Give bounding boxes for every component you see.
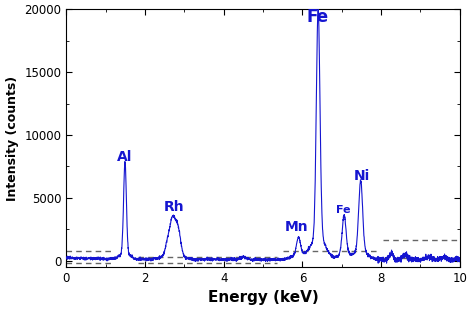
Text: Fe: Fe (306, 8, 328, 26)
Text: Rh: Rh (164, 200, 185, 214)
Text: Ni: Ni (353, 169, 370, 183)
Text: Al: Al (117, 150, 133, 164)
X-axis label: Energy (keV): Energy (keV) (208, 290, 319, 305)
Text: Fe: Fe (337, 205, 351, 215)
Y-axis label: Intensity (counts): Intensity (counts) (6, 76, 19, 201)
Text: Mn: Mn (285, 220, 308, 234)
